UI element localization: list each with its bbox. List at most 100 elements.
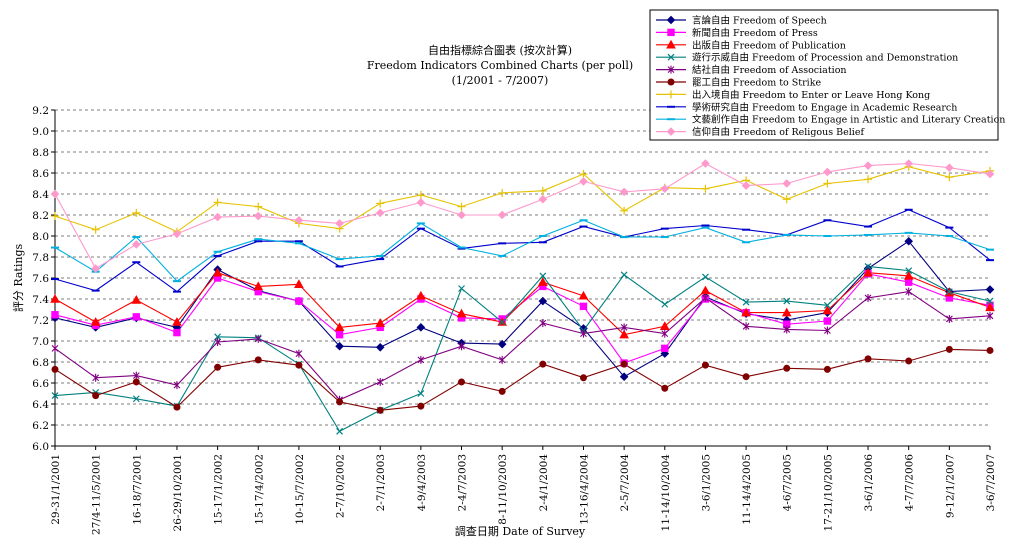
data-point (823, 317, 832, 325)
x-tick-label: 11-14/10/2004 (660, 454, 672, 532)
data-point (497, 210, 507, 220)
legend-item: 遊行示威自由 Freedom of Procession and Demonst… (656, 52, 958, 64)
data-point (375, 342, 385, 352)
data-point (335, 341, 344, 351)
data-point (661, 300, 669, 308)
y-tick-label: 6.2 (32, 420, 49, 432)
series-line (54, 265, 991, 433)
data-point (945, 314, 953, 323)
data-point (666, 39, 676, 49)
data-point (579, 170, 588, 179)
data-point (334, 322, 345, 332)
data-point (701, 184, 710, 193)
data-point (173, 403, 181, 411)
data-point (91, 264, 100, 273)
legend-item: 信仰自由 Freedom of Religous Belief (656, 126, 865, 138)
y-tick-label: 7.8 (32, 252, 49, 264)
data-point (985, 285, 995, 294)
data-point (51, 212, 59, 221)
data-point (661, 384, 669, 392)
data-point (667, 90, 675, 99)
series-markers (50, 159, 995, 435)
data-point (667, 28, 675, 37)
legend-item: 罷工自由 Freedom to Strike (656, 77, 821, 89)
y-tick-label: 8.8 (32, 147, 49, 159)
data-point (580, 329, 587, 338)
series-marker-group (51, 263, 994, 435)
data-point (659, 321, 670, 330)
data-point (538, 296, 548, 306)
data-point (132, 395, 140, 403)
series-marker-group (50, 267, 995, 339)
x-tick-label: 2-4/7/2003 (457, 454, 469, 511)
series-marker-group (51, 162, 994, 236)
legend-item: 新聞自由 Freedom of Press (656, 27, 818, 39)
data-point (92, 392, 100, 400)
data-point (90, 317, 101, 326)
legend-item: 文藝創作自由 Freedom to Engage in Artistic and… (656, 114, 1005, 126)
data-point (863, 267, 873, 277)
series-line (54, 209, 991, 293)
x-tick-label: 3-6/7/2007 (985, 454, 997, 511)
data-point (904, 236, 914, 246)
series-line (54, 166, 991, 233)
data-point (945, 173, 954, 182)
data-point (666, 127, 676, 136)
series-line (54, 348, 991, 411)
data-point (986, 346, 994, 354)
series-marker-group (51, 345, 994, 414)
legend-label: 文藝創作自由 Freedom to Engage in Artistic and… (692, 114, 1005, 126)
legend-item: 出入境自由 Freedom to Enter or Leave Hong Kon… (656, 89, 930, 101)
data-point (213, 198, 222, 207)
data-point (905, 357, 913, 365)
data-point (741, 181, 751, 190)
x-tick-labels: 29-31/1/2001 27/4-11/5/2001 16-18/7/2001 26… (50, 454, 997, 535)
data-point (822, 305, 833, 315)
data-point (497, 339, 507, 349)
x-tick-label: 2-7/1/2003 (375, 454, 387, 511)
data-point (824, 326, 831, 335)
chart-title-line-1: 自由指標綜合圖表 (按次計算) (428, 43, 572, 57)
chart-title-line-2: Freedom Indicators Combined Charts (per … (367, 59, 633, 72)
data-point (498, 387, 506, 395)
data-point (579, 302, 588, 311)
y-tick-label: 8.2 (32, 210, 49, 222)
data-point (863, 161, 873, 170)
chart-title-line-3: (1/2001 - 7/2007) (452, 74, 549, 87)
data-point (416, 323, 426, 332)
y-axis-label: 評分 Ratings (11, 244, 25, 313)
series-line (54, 240, 991, 378)
series-line (54, 219, 991, 282)
data-point (783, 364, 791, 372)
series-marker-group (51, 219, 994, 283)
data-point (92, 373, 100, 382)
data-point (945, 163, 954, 173)
data-point (91, 225, 100, 234)
data-point (173, 381, 181, 390)
data-point (537, 277, 548, 286)
data-point (50, 189, 60, 199)
data-point (864, 355, 872, 363)
data-point (781, 307, 792, 317)
data-point (666, 15, 676, 25)
data-point (782, 195, 791, 204)
data-point (50, 293, 60, 303)
data-point (905, 267, 913, 275)
data-point (457, 202, 466, 211)
data-point (131, 295, 142, 304)
legend-item: 結社自由 Freedom of Association (656, 64, 847, 76)
data-point (254, 202, 263, 211)
data-point (253, 281, 264, 291)
x-tick-label: 13-16/4/2004 (578, 454, 590, 525)
data-point (294, 215, 304, 225)
x-tick-label: 4-7/7/2006 (904, 454, 916, 512)
data-point (214, 333, 222, 341)
data-point (416, 290, 426, 300)
y-tick-label: 6.0 (32, 441, 49, 453)
data-point (214, 363, 222, 371)
y-tick-label: 6.8 (32, 357, 49, 369)
data-point (667, 53, 675, 61)
data-point (783, 325, 791, 334)
data-point (295, 349, 303, 358)
